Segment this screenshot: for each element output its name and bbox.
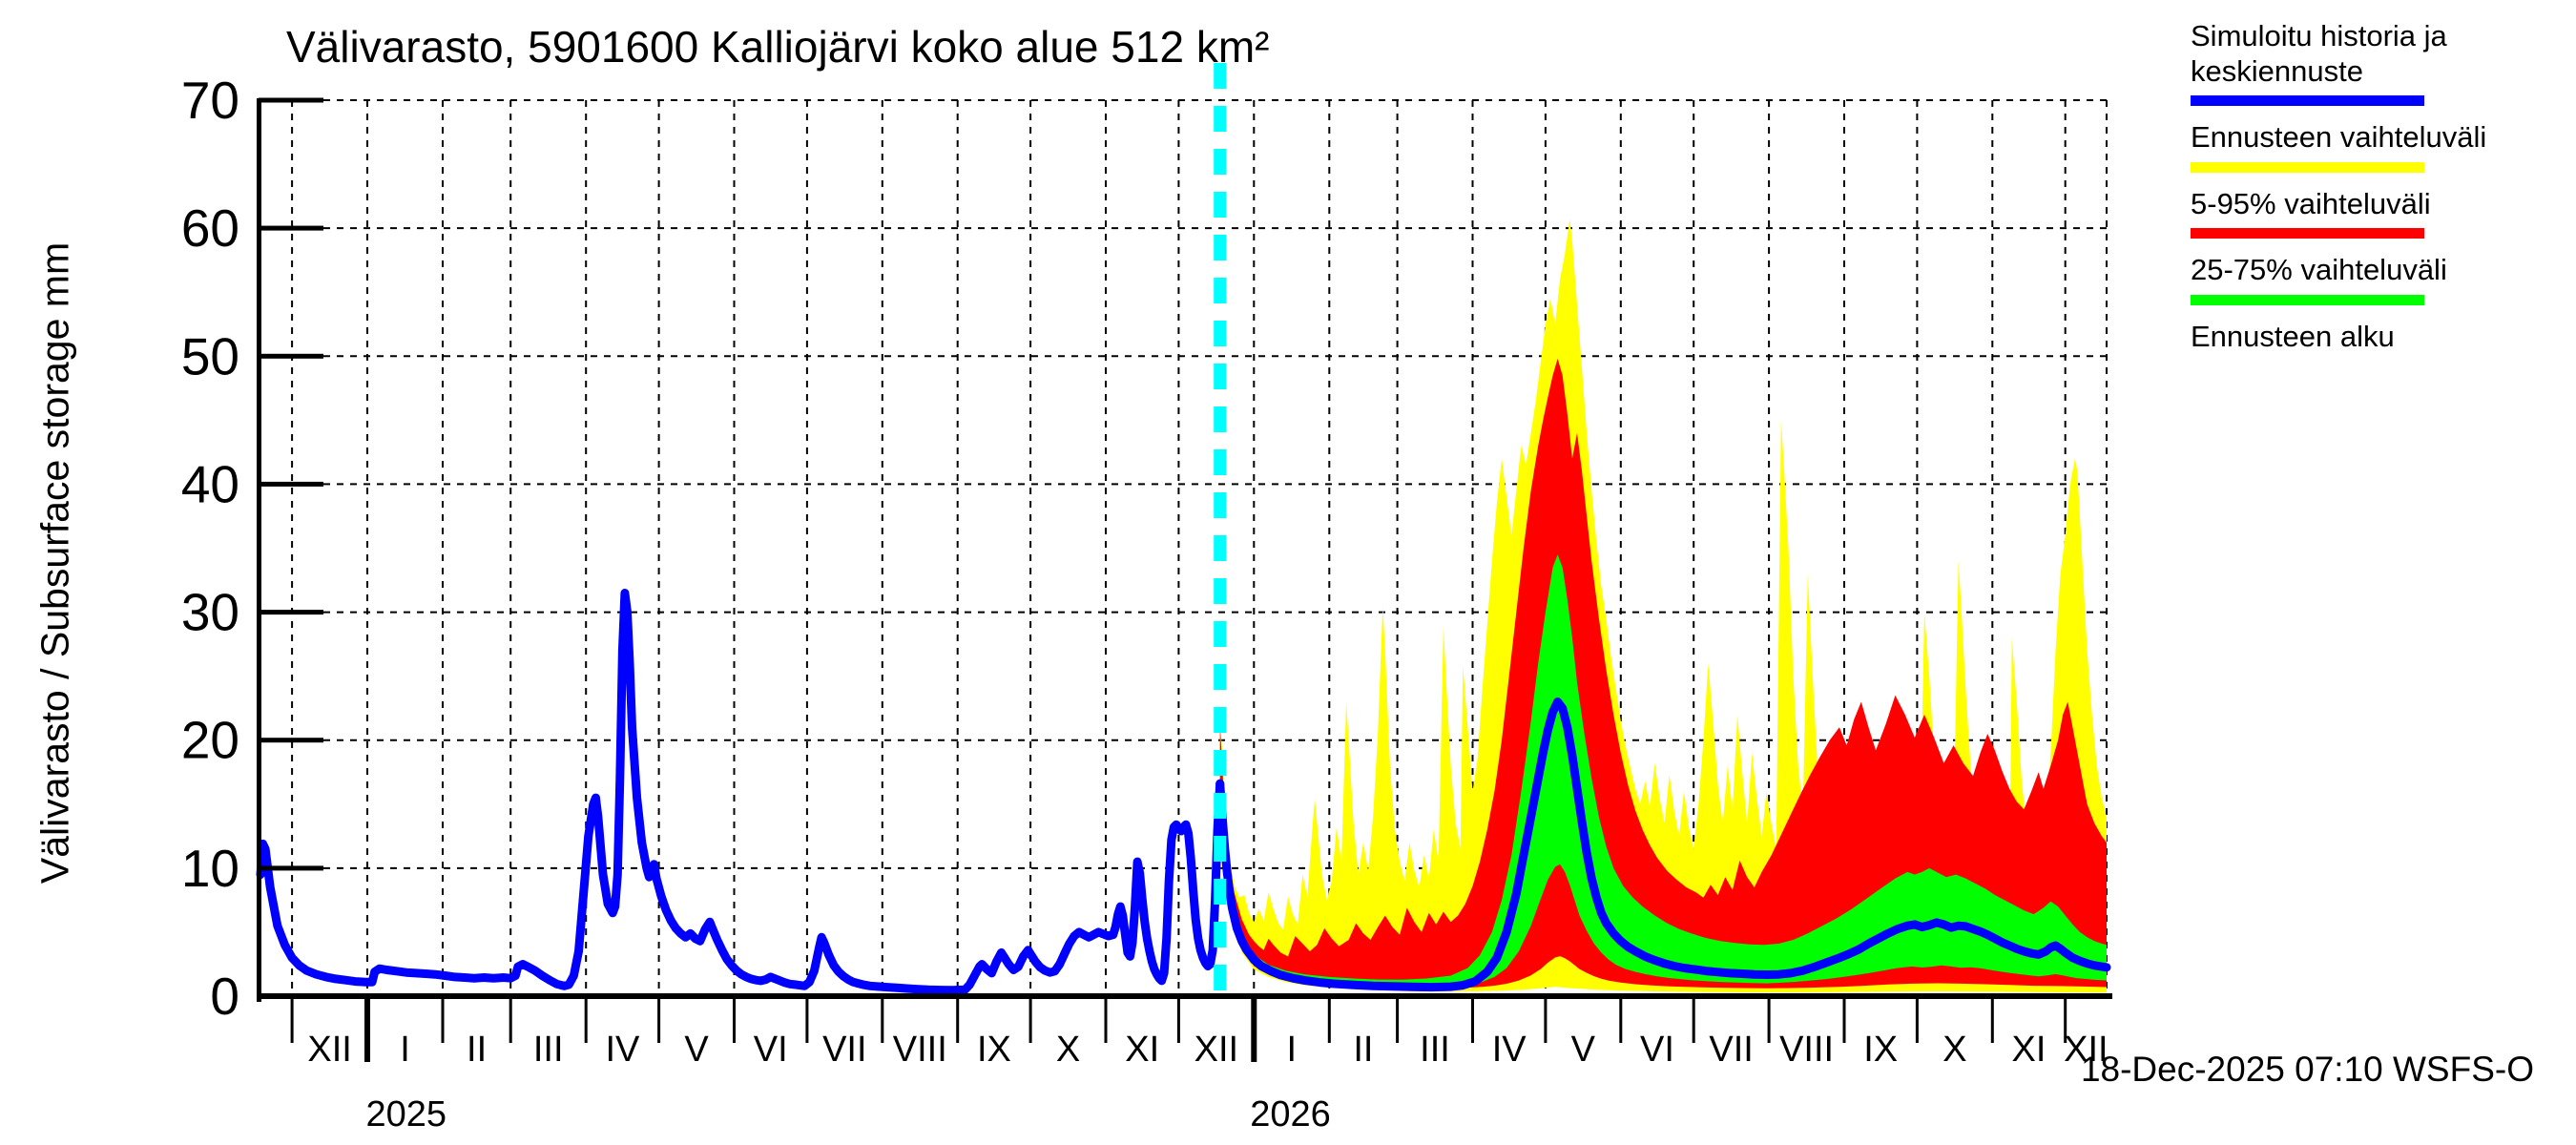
month-tick-label: IX [1863,1030,1898,1070]
legend: Simuloitu historia ja keskiennuste Ennust… [2191,19,2568,385]
legend-item: Simuloitu historia ja keskiennuste [2191,19,2568,107]
axes [257,97,2112,1062]
forecast-median-line [1215,697,2111,992]
y-tick-label: 50 [181,326,239,385]
legend-item: Ennusteen alku [2191,320,2568,372]
month-tick-label: IX [977,1030,1011,1070]
legend-item: 25-75% vaihteluväli [2191,253,2568,305]
legend-item-swatch [2191,294,2424,305]
month-tick-label: XI [1125,1030,1159,1070]
month-tick-label: VI [754,1030,788,1070]
month-tick-label: X [1942,1030,1966,1070]
band-25-75 [1219,554,2107,987]
year-tick-label: 2025 [366,1094,447,1135]
legend-item-label: 25-75% vaihteluväli [2191,253,2447,287]
timestamp: 18-Dec-2025 07:10 WSFS-O [2080,1050,2534,1089]
history-line [256,589,1225,995]
month-tick-label: XII [1195,1030,1238,1070]
legend-item-swatch [2191,361,2424,371]
month-tick-label: I [400,1030,410,1070]
month-tick-label: II [467,1030,487,1070]
month-tick-label: III [533,1030,564,1070]
legend-item-label: Ennusteen alku [2191,319,2395,353]
month-tick-label: X [1056,1030,1080,1070]
y-tick-label: 10 [181,839,239,898]
legend-item-swatch [2191,161,2424,173]
month-tick-label: VII [822,1030,866,1070]
legend-item-swatch [2191,95,2424,107]
month-tick-label: XII [2064,1030,2108,1070]
legend-item: Ennusteen vaihteluväli [2191,120,2568,173]
y-tick-label: 70 [181,71,239,130]
y-tick-label: 0 [210,967,239,1026]
band-5-95 [1219,359,2107,989]
month-tick-label: VI [1640,1030,1674,1070]
band-minmax [1219,219,2107,993]
legend-item-swatch [2191,228,2424,239]
year-tick-label: 2026 [1250,1094,1331,1135]
y-tick-label: 60 [181,198,239,258]
legend-item: 5-95% vaihteluväli [2191,187,2568,239]
legend-item-label: 5-95% vaihteluväli [2191,186,2431,220]
month-tick-label: V [684,1030,709,1070]
month-tick-label: V [1571,1030,1596,1070]
month-tick-label: VII [1709,1030,1753,1070]
month-tick-label: VIII [893,1030,947,1070]
month-tick-label: XII [307,1030,351,1070]
legend-item-label: Simuloitu historia ja keskiennuste [2191,19,2447,88]
y-tick-label: 40 [181,454,239,513]
month-tick-label: VIII [1779,1030,1834,1070]
y-tick-label: 20 [181,711,239,770]
month-tick-label: II [1353,1030,1373,1070]
month-tick-label: IV [605,1030,640,1070]
month-tick-label: XI [2012,1030,2046,1070]
month-tick-label: IV [1492,1030,1527,1070]
month-tick-label: I [1287,1030,1298,1070]
page-title: Välivarasto, 5901600 Kalliojärvi koko al… [286,22,1270,72]
y-tick-label: 30 [181,583,239,642]
legend-item-label: Ennusteen vaihteluväli [2191,120,2487,155]
month-tick-label: III [1420,1030,1450,1070]
y-axis-title: Välivarasto / Subsurface storage mm [32,241,77,885]
gridlines [291,99,2108,994]
